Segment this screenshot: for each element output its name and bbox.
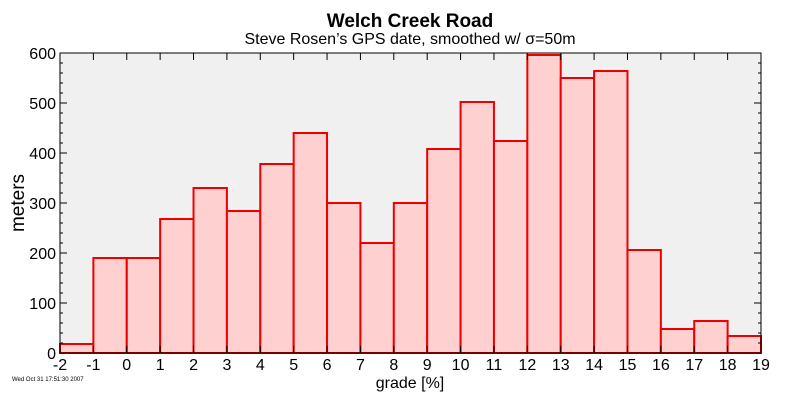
x-tick-label: 16	[652, 357, 670, 374]
histogram-bar	[492, 140, 529, 354]
x-tick-label: 11	[486, 357, 503, 374]
x-tick-label: 17	[685, 357, 703, 374]
histogram-bar	[59, 343, 95, 354]
y-axis-title: meters	[8, 174, 29, 232]
histogram-bar	[326, 202, 362, 354]
x-tick-label: 19	[752, 357, 770, 374]
y-tick-label: 500	[29, 96, 56, 113]
y-tick-label: 400	[29, 146, 56, 163]
x-tick-label: 9	[423, 357, 432, 374]
x-tick-label: 0	[122, 357, 131, 374]
timestamp-label: Wed Oct 31 17:51:30 2007	[12, 377, 84, 383]
histogram-bar	[192, 187, 228, 354]
histogram-bar	[726, 335, 762, 354]
histogram-bar	[526, 54, 562, 354]
histogram-bar	[659, 328, 696, 354]
histogram-bar	[593, 70, 629, 354]
x-tick-label: 3	[222, 357, 231, 374]
x-tick-label: 2	[189, 357, 198, 374]
histogram-bar	[225, 210, 262, 354]
x-tick-label: 18	[719, 357, 737, 374]
x-tick-label: 1	[156, 357, 165, 374]
x-tick-label: 4	[256, 357, 265, 374]
x-axis: -2 -1 0 1 2 3 4 5 6 7 8 9 10 11 12 13 14 15 16 17 18 19	[53, 53, 770, 374]
histogram-bar	[92, 257, 128, 354]
x-tick-label: 12	[518, 357, 536, 374]
x-axis-title: grade [%]	[376, 375, 444, 392]
histogram-bar	[559, 77, 596, 354]
x-tick-label: 7	[356, 357, 365, 374]
x-tick-label: 5	[289, 357, 298, 374]
histogram-bar	[693, 320, 729, 354]
histogram-bar	[426, 148, 462, 354]
histogram-bar	[292, 132, 329, 354]
chart-title: Welch Creek Road	[327, 11, 493, 32]
histogram-bar	[626, 249, 662, 354]
histogram-bar	[259, 163, 295, 354]
x-tick-label: 13	[552, 357, 570, 374]
bars-group	[59, 54, 762, 354]
histogram-bar	[159, 218, 195, 354]
histogram-bar	[359, 242, 395, 354]
y-tick-label: 0	[47, 346, 56, 363]
y-tick-label: 600	[29, 46, 56, 63]
x-tick-label: 8	[389, 357, 398, 374]
histogram-bar	[125, 257, 162, 354]
x-tick-label: -2	[53, 357, 67, 374]
y-tick-label: 100	[29, 296, 56, 313]
histogram-bar	[392, 202, 429, 354]
plot-frame	[59, 52, 762, 354]
y-tick-label: 300	[29, 196, 56, 213]
x-tick-label: 10	[452, 357, 470, 374]
chart-subtitle: Steve Rosen’s GPS date, smoothed w/ σ=50…	[244, 31, 575, 48]
x-tick-label: 14	[585, 357, 603, 374]
histogram-bar	[459, 101, 495, 354]
x-tick-label: 15	[619, 357, 637, 374]
y-axis: 0 100 200 300 400 500 600	[29, 46, 761, 363]
y-tick-label: 200	[29, 246, 56, 263]
x-tick-label: -1	[86, 357, 100, 374]
x-tick-label: 6	[323, 357, 332, 374]
